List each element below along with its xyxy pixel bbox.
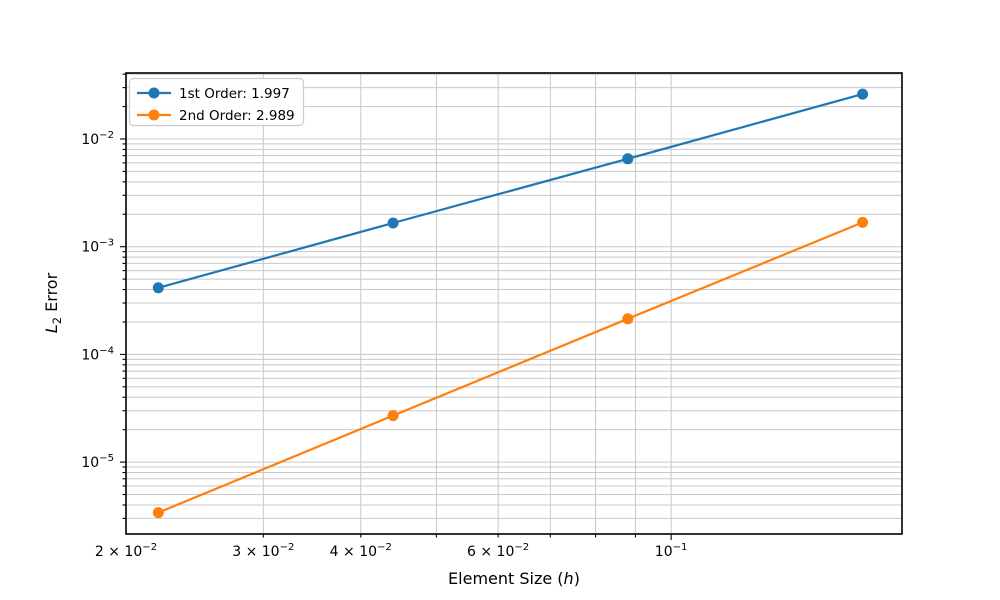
series-1 [152, 88, 869, 294]
data-point [387, 410, 399, 422]
grid [126, 73, 902, 534]
x-tick-label: 2 × 10−2 [95, 542, 157, 560]
data-point [387, 217, 399, 229]
legend-sample-marker [148, 87, 160, 99]
data-point [622, 313, 634, 325]
x-tick-label: 3 × 10−2 [232, 542, 294, 560]
data-point [152, 282, 164, 294]
legend: 1st Order: 1.997 2nd Order: 2.989 [128, 77, 305, 127]
y-tick-label: 10−2 [81, 130, 114, 148]
y-tick-label: 10−4 [81, 345, 114, 363]
legend-sample-marker [148, 109, 160, 121]
x-axis-label: Element Size (h) [448, 569, 580, 588]
tick-marks [120, 73, 672, 540]
axes-spines [125, 72, 903, 535]
legend-label: 1st Order: 1.997 [179, 86, 290, 102]
series-line [157, 221, 864, 514]
series-2 [152, 216, 869, 519]
y-axis-label: L2 Error [42, 272, 64, 333]
y-tick-label: 10−3 [81, 238, 114, 256]
data-point [857, 88, 869, 100]
data-point [622, 153, 634, 165]
legend-label: 2nd Order: 2.989 [179, 108, 295, 124]
data-point [857, 216, 869, 228]
x-tick-label: 10−1 [655, 542, 688, 560]
tick-labels: 2 × 10−2 3 × 10−2 4 × 10−2 6 × 10−2 10−1 10−2… [81, 130, 687, 560]
y-tick-label: 10−5 [81, 453, 114, 471]
x-tick-label: 6 × 10−2 [467, 542, 529, 560]
legend-box [128, 77, 305, 127]
series-line [158, 93, 863, 289]
data-point [152, 507, 164, 519]
x-tick-label: 4 × 10−2 [330, 542, 392, 560]
